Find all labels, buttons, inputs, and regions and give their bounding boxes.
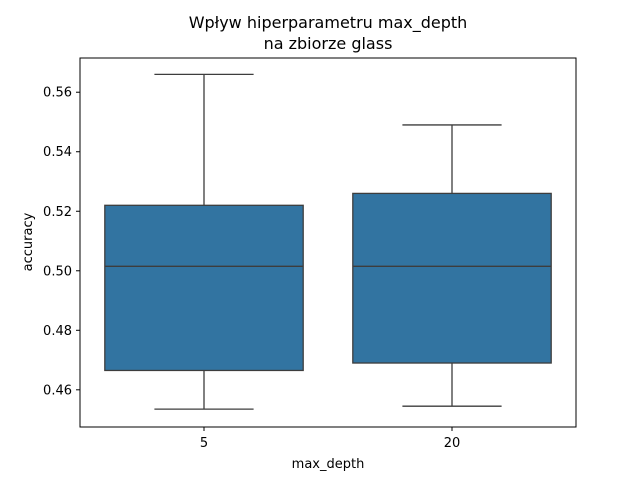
plot-frame [79, 57, 577, 428]
y-tick-label: 0.56 [43, 86, 72, 101]
y-tick-label: 0.52 [43, 205, 72, 220]
y-tick-label: 0.46 [43, 383, 72, 398]
x-axis-label: max_depth [292, 457, 365, 472]
box-iqr [352, 192, 552, 364]
y-tick-label: 0.54 [43, 145, 72, 160]
plot-area: 0.46 0.48 0.50 0.52 0.54 0.56 5 20 [43, 57, 577, 451]
y-axis-label: accuracy [21, 212, 36, 271]
x-tick-label: 20 [444, 436, 461, 451]
box-iqr [104, 204, 304, 372]
y-tick-label: 0.50 [43, 264, 72, 279]
x-tick-label: 5 [200, 436, 208, 451]
y-tick-label: 0.48 [43, 324, 72, 339]
chart-title-line-2: na zbiorze glass [264, 34, 393, 53]
chart-title-line-1: Wpływ hiperparametru max_depth [189, 13, 468, 33]
